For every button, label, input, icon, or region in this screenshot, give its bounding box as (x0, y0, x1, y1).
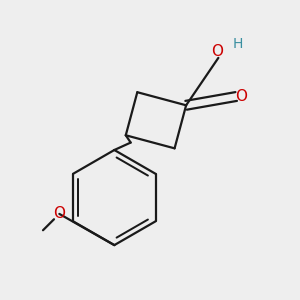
Text: O: O (211, 44, 223, 59)
Text: H: H (232, 38, 243, 52)
Text: O: O (53, 206, 65, 221)
Text: O: O (236, 89, 247, 104)
